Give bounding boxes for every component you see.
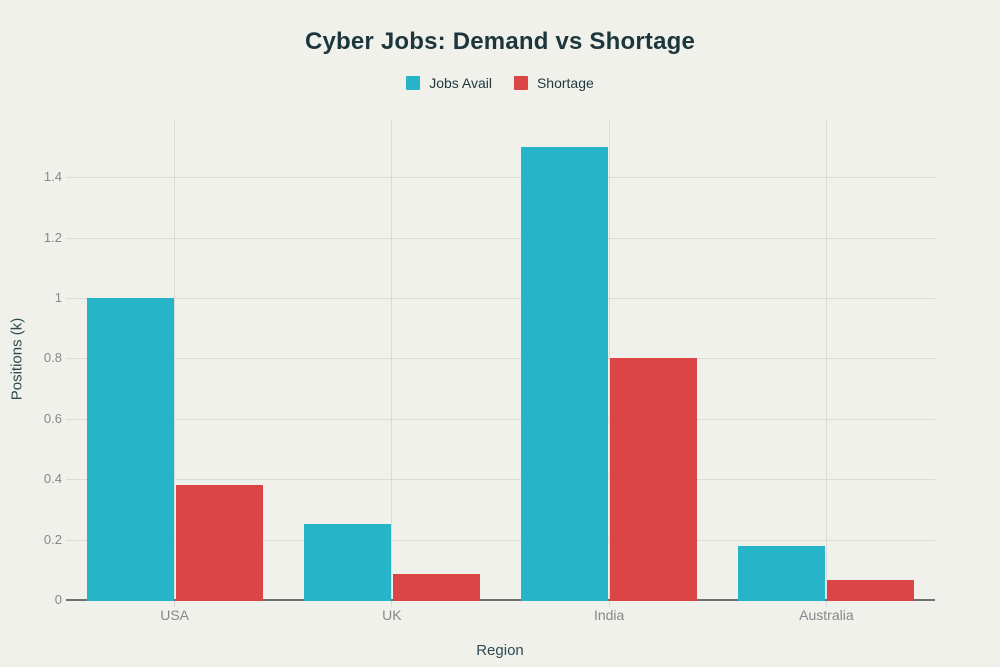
bar-india-jobs-avail — [521, 147, 609, 601]
y-tick-label: 0 — [54, 592, 62, 607]
gridline-vertical-australia — [825, 120, 827, 607]
legend-marker-shortage-icon — [513, 76, 528, 90]
y-tick-label: 1 — [54, 290, 62, 305]
y-tick-label: 0.2 — [43, 531, 62, 547]
bar-usa-jobs-avail — [86, 298, 174, 601]
gridline-vertical-uk — [391, 120, 393, 607]
bar-australia-shortage — [827, 580, 915, 601]
legend-label-jobs-avail: Jobs Avail — [429, 75, 492, 91]
gridline-horizontal — [66, 418, 935, 420]
y-tick-label: 1.2 — [43, 229, 62, 245]
bar-australia-jobs-avail — [738, 546, 826, 601]
gridline-horizontal — [66, 298, 935, 299]
x-axis-title: Region — [476, 642, 524, 659]
legend: Jobs Avail Shortage — [0, 75, 1000, 91]
bar-usa-shortage — [175, 485, 263, 601]
bar-india-shortage — [610, 358, 698, 601]
y-tick-label: 0.4 — [43, 471, 62, 487]
x-category-label-australia: Australia — [799, 607, 854, 623]
gridline-horizontal — [66, 177, 935, 179]
bar-uk-shortage — [392, 574, 480, 601]
gridline-horizontal — [66, 539, 935, 541]
y-tick-label: 1.4 — [43, 169, 62, 185]
bar-uk-jobs-avail — [303, 524, 391, 601]
x-category-label-india: India — [593, 607, 625, 623]
y-tick-label: 0.6 — [43, 410, 62, 426]
legend-label-shortage: Shortage — [536, 75, 594, 91]
gridline-horizontal — [66, 358, 935, 360]
x-category-label-usa: USA — [160, 607, 190, 623]
legend-marker-jobs-avail-icon — [406, 76, 421, 90]
gridline-vertical-india — [608, 120, 610, 607]
x-axis-line — [66, 599, 935, 601]
y-tick-label: 0.8 — [43, 350, 62, 366]
x-category-label-uk: UK — [382, 607, 402, 623]
legend-item-shortage: Shortage — [513, 75, 594, 91]
gridline-horizontal — [66, 237, 935, 239]
gridline-horizontal — [66, 479, 935, 481]
gridline-vertical-usa — [174, 120, 176, 607]
legend-item-jobs-avail: Jobs Avail — [406, 75, 492, 91]
chart-title: Cyber Jobs: Demand vs Shortage — [304, 28, 696, 55]
